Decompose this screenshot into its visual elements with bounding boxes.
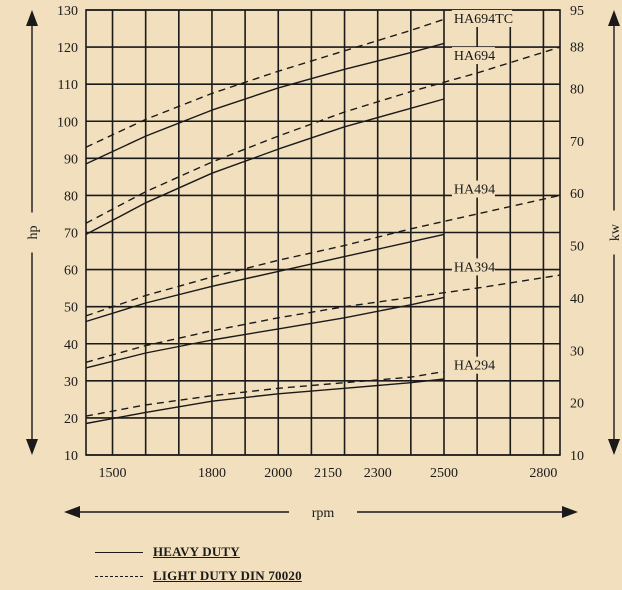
- tick-labels: 10 20 30 40 50 60 70 80 90 100 110 120 130 10 20 30 40 50…: [57, 4, 584, 481]
- curve-label: HA694: [454, 49, 495, 64]
- arrow-down-icon: [608, 439, 620, 455]
- curve-label: HA394: [454, 260, 495, 275]
- curve-label-background: [451, 9, 513, 27]
- grid: [85, 9, 561, 456]
- series-line-ha294-light: [85, 370, 445, 417]
- curve-label: HA694TC: [454, 12, 513, 27]
- series-line-ha694tc-light: [85, 18, 445, 148]
- y2-tick-label: 80: [570, 83, 584, 98]
- curve-label: HA294: [454, 359, 495, 374]
- y-tick-label: 110: [58, 78, 78, 93]
- series-line-ha694-light: [85, 46, 561, 224]
- y-tick-label: 20: [64, 412, 78, 427]
- series-line-ha694tc-heavy: [85, 42, 445, 165]
- y2-tick-label: 95: [570, 4, 584, 19]
- y-tick-label: 70: [64, 227, 78, 242]
- solid-line-swatch: [95, 551, 143, 553]
- curve-label: HA494: [454, 183, 495, 198]
- series-line-ha394-heavy: [85, 296, 445, 369]
- legend-item-heavy-duty: HEAVY DUTY: [95, 540, 302, 564]
- x-tick-label: 2500: [430, 466, 458, 481]
- series-line-ha394-light: [85, 274, 561, 363]
- y-tick-label: 80: [64, 189, 78, 204]
- y2-tick-label: 20: [570, 397, 584, 412]
- series-line-ha494-light: [85, 194, 561, 317]
- x-tick-label: 2000: [264, 466, 292, 481]
- y-tick-label: 10: [64, 449, 78, 464]
- legend-label-light-duty: LIGHT DUTY DIN 70020: [153, 568, 302, 583]
- engine-power-chart: 10 20 30 40 50 60 70 80 90 100 110 120 130 10 20 30 40 50…: [26, 4, 622, 521]
- y2-tick-label: 88: [570, 41, 584, 56]
- arrow-left-icon: [64, 506, 80, 518]
- arrow-right-icon: [562, 506, 578, 518]
- axis-titles: hp kw rpm: [26, 10, 622, 521]
- y2-tick-label: 30: [570, 344, 584, 359]
- dashed-line-swatch: [95, 575, 143, 577]
- y-tick-label: 50: [64, 301, 78, 316]
- series-line-ha294-heavy: [85, 378, 445, 425]
- y2-tick-label: 70: [570, 135, 584, 150]
- arrow-up-icon: [608, 10, 620, 26]
- x-tick-label: 2800: [529, 466, 557, 481]
- curve-label-background: [451, 356, 495, 374]
- y-tick-label: 30: [64, 375, 78, 390]
- series-curves: [85, 18, 561, 425]
- y-tick-label: 40: [64, 338, 78, 353]
- series-line-ha694-heavy: [85, 98, 445, 236]
- x-axis-title: rpm: [312, 506, 335, 521]
- x-tick-label: 2300: [364, 466, 392, 481]
- y2-tick-label: 10: [570, 449, 584, 464]
- legend-label-heavy-duty: HEAVY DUTY: [153, 544, 240, 559]
- x-tick-label: 1800: [198, 466, 226, 481]
- legend: HEAVY DUTY LIGHT DUTY DIN 70020: [95, 540, 302, 588]
- y-tick-label: 100: [57, 115, 78, 130]
- legend-item-light-duty: LIGHT DUTY DIN 70020: [95, 564, 302, 588]
- y2-tick-label: 60: [570, 187, 584, 202]
- y-tick-label: 90: [64, 152, 78, 167]
- y-tick-label: 130: [57, 4, 78, 19]
- curve-label-background: [451, 258, 495, 276]
- x-tick-label: 1500: [99, 466, 127, 481]
- y2-tick-label: 40: [570, 292, 584, 307]
- y-tick-label: 60: [64, 264, 78, 279]
- x-tick-label: 2150: [314, 466, 342, 481]
- y2-tick-label: 50: [570, 240, 584, 255]
- curve-label-background: [451, 47, 495, 65]
- y2-axis-title: kw: [608, 223, 622, 241]
- y-tick-label: 120: [57, 41, 78, 56]
- curve-labels: HA694TC HA694 HA494 HA394 HA294: [451, 9, 513, 374]
- series-line-ha494-heavy: [85, 233, 445, 323]
- arrow-down-icon: [26, 439, 38, 455]
- arrow-up-icon: [26, 10, 38, 26]
- y-axis-title: hp: [26, 226, 41, 240]
- curve-label-background: [451, 180, 495, 198]
